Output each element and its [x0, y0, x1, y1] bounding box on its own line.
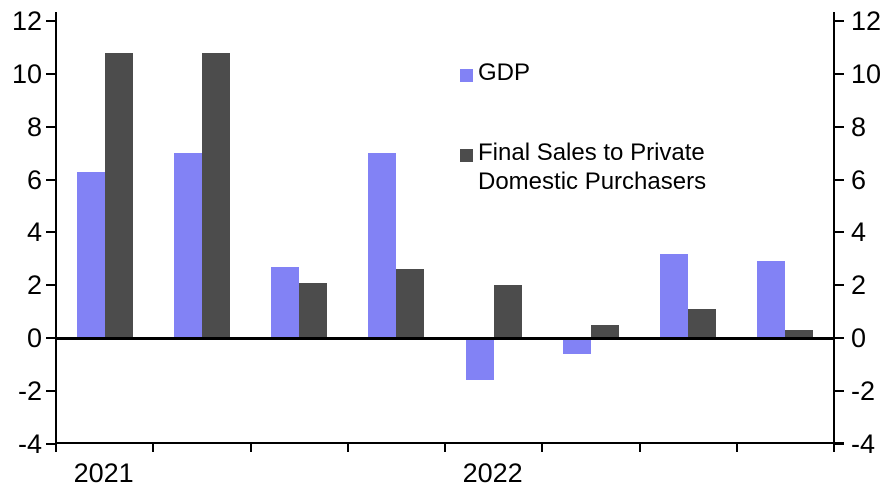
y-axis-right-line: [833, 12, 835, 450]
gdp-bar-2022-q4: [757, 261, 786, 338]
y-tick-label-right: -2: [851, 375, 876, 406]
y-tick-right: [835, 20, 844, 23]
gdp-bar-2022-q1: [465, 338, 494, 381]
gdp-bar-2021-q2: [173, 153, 202, 338]
x-tick: [152, 444, 155, 452]
final-sales-bar-2021-q2: [201, 52, 230, 338]
gdp-bar-2022-q2: [562, 338, 591, 354]
y-tick-left: [46, 389, 55, 392]
legend-swatch-gdp: [460, 69, 473, 82]
y-tick-left: [46, 442, 55, 445]
gdp-bar-2022-q3: [660, 253, 689, 338]
legend-label-gdp: GDP: [478, 59, 531, 86]
final-sales-bar-2022-q1: [493, 285, 522, 338]
x-tick: [735, 444, 738, 452]
x-axis-label-2022: 2022: [462, 458, 523, 488]
y-tick-left: [46, 73, 55, 75]
y-tick-left: [46, 231, 55, 234]
final-sales-bar-2022-q4: [785, 330, 814, 338]
final-sales-bar-2022-q2: [590, 324, 619, 338]
y-tick-label-left: 8: [26, 111, 42, 142]
y-tick-right: [835, 284, 844, 287]
gdp-bar-2021-q1: [76, 171, 105, 338]
x-tick: [249, 444, 252, 452]
y-tick-label-left: -2: [17, 375, 42, 406]
y-tick-label-left: 6: [26, 164, 42, 195]
legend-swatch-final-sales: [460, 149, 473, 162]
y-tick-left: [46, 125, 55, 128]
y-axis-left-line: [55, 12, 57, 450]
y-tick-label-right: -4: [851, 428, 876, 459]
y-tick-left: [46, 20, 55, 23]
x-axis-label-2021: 2021: [73, 458, 134, 488]
y-tick-label-left: 2: [26, 270, 42, 301]
gdp-bar-2021-q3: [271, 266, 300, 338]
y-tick-right: [835, 337, 844, 339]
x-tick: [541, 444, 544, 452]
legend-label-final-sales: Final Sales to Private Domestic Purchase…: [478, 138, 706, 196]
x-tick: [638, 444, 641, 452]
final-sales-bar-2021-q1: [104, 52, 133, 338]
y-tick-label-left: 4: [26, 217, 42, 248]
legend-label-final-sales-line1: Final Sales to Private: [478, 139, 705, 166]
legend-label-final-sales-line2: Domestic Purchasers: [478, 168, 707, 195]
y-tick-right: [835, 231, 844, 234]
zero-line: [55, 336, 835, 340]
y-tick-label-right: 2: [851, 270, 867, 301]
y-tick-label-right: 10: [851, 59, 882, 89]
y-tick-label-left: -4: [17, 428, 42, 459]
y-tick-label-left: 10: [11, 59, 42, 89]
y-tick-label-right: 6: [851, 164, 867, 195]
y-tick-label-left: 12: [11, 6, 42, 37]
final-sales-bar-2021-q4: [396, 269, 425, 338]
final-sales-bar-2021-q3: [299, 282, 328, 338]
y-tick-label-left: 0: [26, 323, 42, 353]
final-sales-bar-2022-q3: [688, 308, 717, 338]
y-tick-right: [835, 178, 844, 181]
x-axis-line: [55, 442, 844, 444]
x-tick: [444, 444, 446, 452]
y-tick-left: [46, 178, 55, 181]
gdp-bar-2021-q4: [368, 153, 397, 338]
y-tick-label-right: 4: [851, 217, 867, 248]
x-tick: [346, 444, 349, 452]
y-tick-right: [835, 125, 844, 128]
y-tick-label-right: 8: [851, 111, 867, 142]
y-tick-right: [835, 389, 844, 392]
y-tick-label-right: 0: [851, 323, 867, 353]
y-tick-label-right: 12: [851, 6, 882, 37]
y-tick-left: [46, 284, 55, 287]
y-tick-left: [46, 337, 55, 339]
y-tick-right: [835, 73, 844, 75]
